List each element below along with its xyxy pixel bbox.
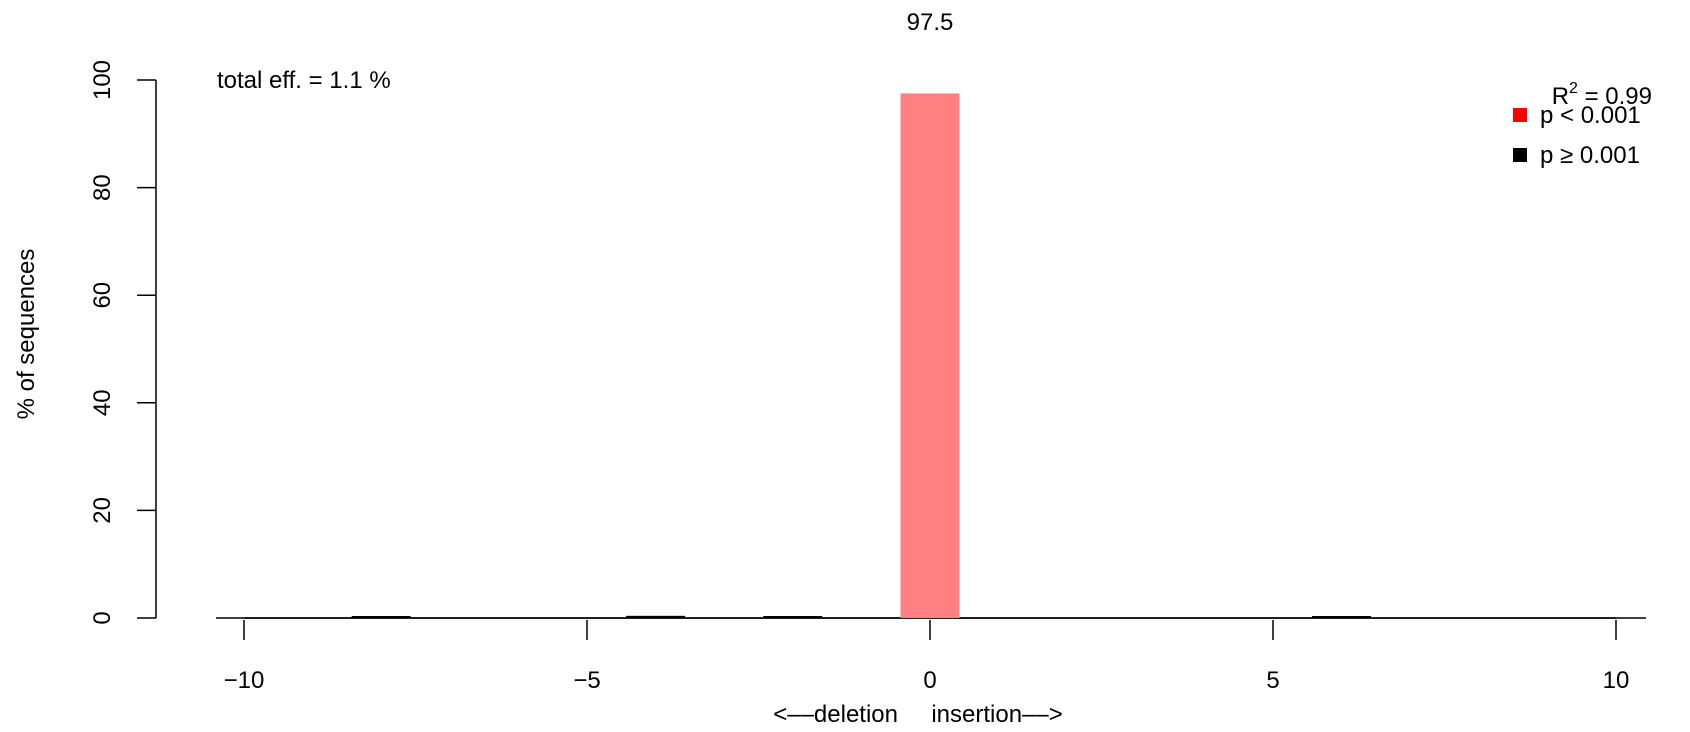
bar-3 xyxy=(900,93,960,618)
labels: 97.5 total eff. = 1.1 % <––deletion inse… xyxy=(13,9,1652,728)
y-tick-label-1: 20 xyxy=(89,497,116,524)
y-tick-label-4: 80 xyxy=(89,174,116,201)
x-tick-label-3: 5 xyxy=(1266,667,1279,694)
r-squared-label: R2 = 0.99 xyxy=(1552,80,1652,110)
bar-2 xyxy=(763,616,823,618)
x-axis-label: <––deletion insertion––> xyxy=(773,701,1063,728)
x-tick-label-0: −10 xyxy=(224,667,265,694)
legend-swatch-1 xyxy=(1513,148,1527,162)
r-squared-value: = 0.99 xyxy=(1578,83,1652,110)
y-tick-label-5: 100 xyxy=(89,60,116,100)
legend-label-1: p ≥ 0.001 xyxy=(1540,142,1640,169)
x-tick-label-2: 0 xyxy=(923,667,936,694)
x-tick-label-4: 10 xyxy=(1603,667,1630,694)
bar-value-label: 97.5 xyxy=(907,9,954,36)
bars xyxy=(351,93,1372,618)
bar-0 xyxy=(351,616,411,618)
bar-1 xyxy=(626,615,686,618)
x-tick-label-1: −5 xyxy=(573,667,600,694)
r-squared-base: R xyxy=(1552,83,1569,110)
legend: p < 0.001 p ≥ 0.001 xyxy=(1513,102,1641,169)
y-tick-label-3: 60 xyxy=(89,282,116,309)
legend-label-0: p < 0.001 xyxy=(1540,102,1641,129)
legend-swatch-0 xyxy=(1513,108,1527,122)
y-tick-label-0: 0 xyxy=(89,611,116,624)
r-squared-superscript: 2 xyxy=(1569,80,1578,97)
y-tick-label-2: 40 xyxy=(89,389,116,416)
bar-4 xyxy=(1312,616,1372,618)
y-axis-label: % of sequences xyxy=(13,249,40,420)
total-efficiency-annotation: total eff. = 1.1 % xyxy=(217,67,391,94)
